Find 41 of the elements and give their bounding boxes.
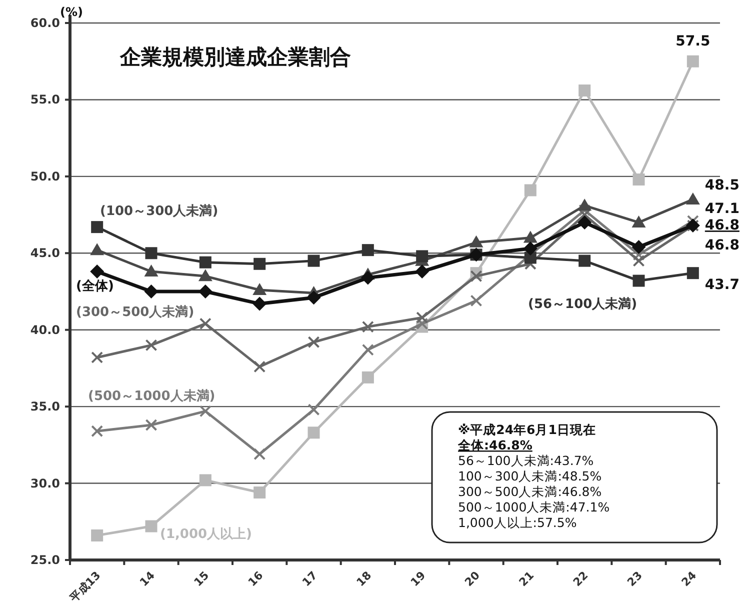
x-tick-label: 14 [137, 568, 158, 589]
annotation: 56～100人未満:43.7% [458, 453, 594, 468]
data-label: 57.5 [676, 33, 710, 50]
annotation: 1,000人以上:57.5% [458, 515, 577, 530]
y-tick-label: 25.0 [30, 553, 60, 567]
x-tick-label: 24 [679, 568, 700, 589]
y-tick-label: 50.0 [30, 169, 60, 184]
series-label: (500～1000人未満) [88, 389, 216, 404]
text: 企業規模別達成企業割合 [119, 45, 351, 69]
y-tick-label: 55.0 [30, 92, 60, 107]
data-label: 43.7 [704, 277, 740, 294]
y-tick-label: 60.0 [30, 16, 60, 30]
annotation: ※平成24年6月1日現在 [458, 422, 596, 437]
x-tick-label: 23 [624, 568, 645, 589]
data-label: 46.8 [704, 238, 740, 254]
annotation: 300～500人未満:46.8% [458, 484, 602, 499]
y-tick-label: 30.0 [30, 476, 60, 490]
data-label: 47.1 [704, 200, 740, 217]
x-tick-label: 16 [246, 568, 266, 589]
y-tick-label: 35.0 [30, 400, 60, 414]
series-label: (全体) [76, 279, 114, 294]
x-tick-label: 平成13 [66, 568, 104, 606]
annotation: 100～300人未満:48.5% [458, 468, 602, 484]
x-tick-label: 18 [354, 568, 374, 589]
annotation: 500～1000人未満:47.1% [458, 500, 610, 514]
data-label: 48.5 [704, 177, 740, 194]
data-label: 46.8 [704, 218, 740, 234]
y-tick-label: 40.0 [30, 322, 60, 337]
x-tick-label: 15 [192, 568, 212, 589]
annotation: 全体:46.8% [457, 438, 533, 452]
series-label: (300～500人未満) [76, 305, 194, 320]
series-label: (1,000人以上) [160, 527, 252, 542]
series-label: (56～100人未満) [528, 297, 638, 312]
y-axis-title: (%) [60, 5, 83, 19]
x-tick-label: 20 [462, 568, 483, 589]
series-label: (100～300人未満) [100, 204, 218, 219]
x-tick-label: 21 [516, 568, 537, 589]
y-tick-label: 45.0 [30, 246, 60, 260]
x-tick-label: 17 [300, 568, 320, 589]
x-tick-label: 22 [570, 568, 591, 589]
x-tick-label: 19 [408, 568, 428, 589]
